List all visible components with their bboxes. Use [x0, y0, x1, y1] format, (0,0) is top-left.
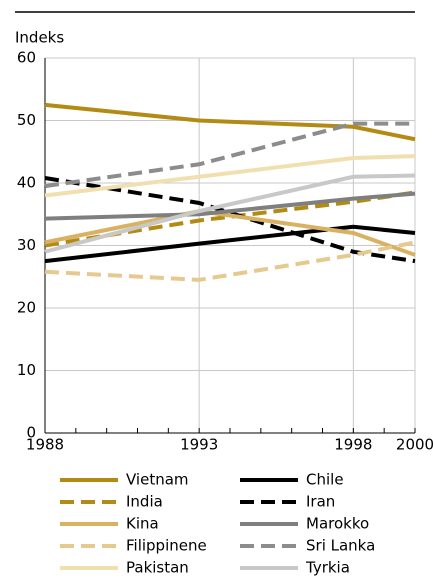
series-line — [44, 102, 416, 142]
y-tick-label: 40 — [17, 174, 36, 192]
y-tick-label: 50 — [17, 111, 36, 129]
x-tick-label: 2000 — [396, 436, 433, 454]
series-line — [44, 191, 416, 221]
legend-label: Pakistan — [126, 559, 189, 577]
legend-label: Chile — [306, 471, 344, 489]
legend-label: Iran — [306, 493, 335, 511]
legend-label: Filippinene — [126, 537, 207, 555]
series-line — [44, 121, 415, 189]
y-tick-label: 10 — [17, 361, 36, 379]
x-tick-label: 1988 — [26, 436, 64, 454]
series-line — [44, 154, 416, 198]
y-tick-label: 60 — [17, 49, 36, 67]
legend-label: Tyrkia — [305, 559, 350, 577]
legend-label: Vietnam — [126, 471, 189, 489]
y-axis-label: Indeks — [15, 29, 64, 47]
series-line — [44, 224, 416, 264]
series-line — [44, 209, 416, 257]
series-line — [44, 240, 416, 282]
x-tick-label: 1993 — [180, 436, 218, 454]
legend-label: Marokko — [306, 515, 369, 533]
y-tick-label: 30 — [17, 236, 36, 254]
y-tick-label: 20 — [17, 299, 36, 317]
x-tick-label: 1998 — [334, 436, 372, 454]
legend-label: India — [126, 493, 163, 511]
legend-label: Kina — [126, 515, 159, 533]
series-line — [44, 176, 416, 264]
series-line — [44, 173, 416, 254]
y-tick-label: 0 — [26, 424, 36, 442]
legend-label: Sri Lanka — [306, 537, 375, 555]
